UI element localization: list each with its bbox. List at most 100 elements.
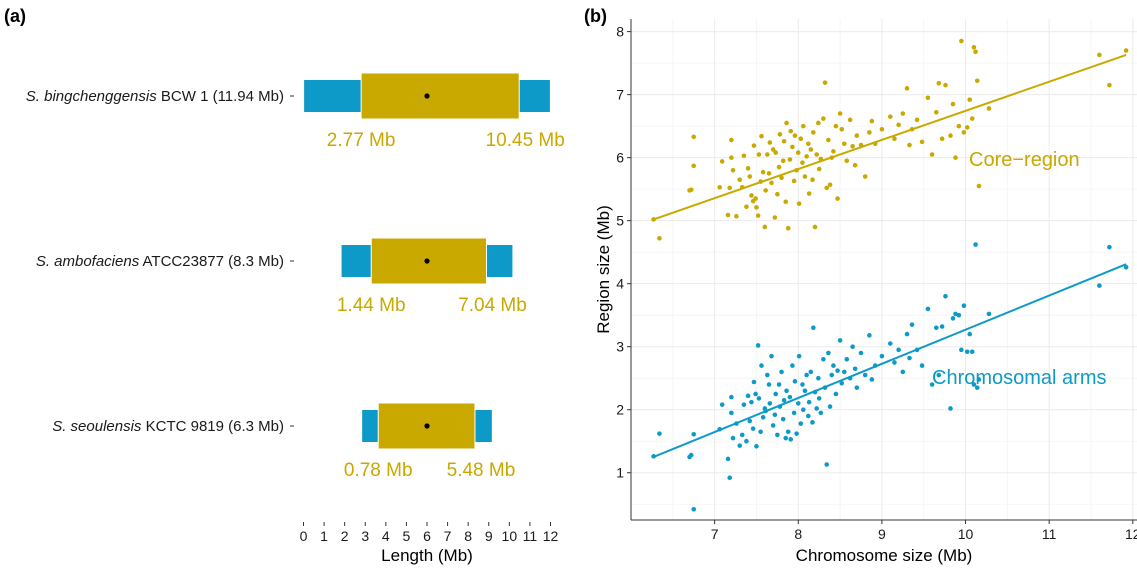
arms-point-113 bbox=[959, 347, 964, 353]
core-point-111 bbox=[953, 155, 958, 160]
core-point-44 bbox=[781, 138, 787, 144]
arms-point-107 bbox=[939, 324, 945, 329]
a-x-tick-label-0: 0 bbox=[300, 528, 308, 544]
arms-point-55 bbox=[796, 353, 802, 359]
core-point-86 bbox=[852, 162, 858, 168]
arms-point-20 bbox=[749, 399, 754, 405]
core-point-60 bbox=[804, 154, 809, 159]
arms-point-100 bbox=[909, 322, 915, 327]
core-point-75 bbox=[827, 182, 833, 188]
core-point-77 bbox=[831, 149, 836, 154]
core-point-71 bbox=[821, 116, 826, 121]
core-point-80 bbox=[837, 111, 843, 116]
arms-point-102 bbox=[919, 363, 925, 368]
center-dot-1 bbox=[424, 258, 430, 264]
arms-point-65 bbox=[811, 325, 816, 331]
a-x-tick-label-8: 8 bbox=[464, 528, 472, 544]
core-point-11 bbox=[729, 155, 734, 160]
core-point-89 bbox=[862, 174, 868, 179]
core-point-119 bbox=[973, 49, 978, 55]
y-tick-label-6: 7 bbox=[616, 87, 624, 103]
arms-point-39 bbox=[775, 432, 780, 438]
right-arm-bar-1 bbox=[486, 245, 513, 277]
core-start-label-1: 1.44 Mb bbox=[337, 295, 406, 316]
core-point-97 bbox=[900, 111, 906, 116]
arms-point-38 bbox=[773, 391, 778, 397]
y-tick-label-1: 2 bbox=[616, 402, 624, 418]
arms-point-8 bbox=[725, 456, 731, 462]
arms-point-63 bbox=[808, 369, 814, 375]
core-point-48 bbox=[787, 157, 793, 162]
core-point-85 bbox=[850, 143, 855, 149]
core-point-106 bbox=[936, 80, 942, 86]
core-point-64 bbox=[810, 177, 815, 182]
arms-point-22 bbox=[751, 379, 757, 385]
y-tick-label-7: 8 bbox=[616, 24, 624, 40]
arms-point-114 bbox=[961, 303, 967, 309]
arms-point-56 bbox=[798, 421, 804, 426]
core-point-105 bbox=[933, 109, 939, 115]
arms-point-42 bbox=[779, 369, 784, 375]
arms-point-24 bbox=[754, 443, 759, 449]
arms-point-87 bbox=[854, 385, 860, 390]
a-x-tick-label-7: 7 bbox=[444, 528, 452, 544]
x-tick-label-2: 9 bbox=[878, 526, 886, 542]
arms-point-9 bbox=[727, 475, 732, 481]
core-point-24 bbox=[754, 205, 759, 210]
core-point-52 bbox=[792, 133, 798, 138]
left-arm-bar-2 bbox=[362, 410, 379, 442]
arms-point-59 bbox=[802, 388, 808, 394]
arms-point-106 bbox=[936, 372, 942, 378]
core-point-95 bbox=[892, 136, 897, 142]
core-point-33 bbox=[766, 171, 772, 176]
arms-point-62 bbox=[806, 399, 812, 405]
arms-point-124 bbox=[1107, 244, 1112, 250]
core-region-bar-0 bbox=[360, 72, 520, 120]
arms-point-52 bbox=[792, 379, 798, 384]
species-info-2: KCTC 9819 (6.3 Mb) bbox=[141, 418, 284, 435]
core-point-117 bbox=[969, 116, 975, 121]
core-end-label-1: 7.04 Mb bbox=[458, 295, 527, 316]
y-tick-label-0: 1 bbox=[616, 465, 624, 481]
core-point-66 bbox=[812, 224, 818, 230]
core-point-9 bbox=[727, 185, 732, 191]
core-point-102 bbox=[919, 139, 925, 145]
a-x-tick-label-4: 4 bbox=[382, 528, 390, 544]
arms-point-85 bbox=[850, 344, 855, 349]
core-point-124 bbox=[1107, 82, 1112, 88]
arms-point-23 bbox=[753, 391, 758, 397]
core-point-103 bbox=[925, 95, 931, 101]
core-point-3 bbox=[688, 187, 694, 193]
core-point-58 bbox=[800, 123, 806, 129]
arms-point-91 bbox=[869, 377, 875, 382]
arms-point-103 bbox=[925, 306, 931, 312]
arms-point-1 bbox=[657, 431, 662, 436]
core-point-122 bbox=[986, 106, 992, 111]
arms-point-25 bbox=[755, 343, 761, 348]
arms-point-36 bbox=[770, 423, 776, 428]
arms-point-82 bbox=[841, 369, 847, 375]
arms-point-28 bbox=[759, 363, 764, 368]
a-x-tick-label-1: 1 bbox=[320, 528, 328, 544]
core-point-109 bbox=[948, 133, 953, 138]
a-x-tick-label-10: 10 bbox=[502, 528, 518, 544]
arms-point-16 bbox=[741, 402, 747, 407]
panel-a-label: (a) bbox=[4, 6, 26, 26]
x-tick-label-1: 8 bbox=[794, 526, 802, 542]
arms-point-116 bbox=[967, 331, 973, 337]
y-tick-label-3: 4 bbox=[616, 276, 624, 292]
arms-point-96 bbox=[896, 347, 901, 353]
core-point-104 bbox=[929, 152, 935, 157]
arms-point-89 bbox=[862, 372, 868, 378]
arms-point-117 bbox=[969, 349, 975, 355]
core-end-label-0: 10.45 Mb bbox=[486, 130, 565, 151]
arms-point-47 bbox=[785, 429, 791, 435]
species-name-2: S. seoulensis bbox=[52, 418, 142, 435]
core-point-32 bbox=[765, 152, 770, 157]
species-label-2: S. seoulensis KCTC 9819 (6.3 Mb) bbox=[52, 418, 284, 435]
core-point-114 bbox=[961, 130, 967, 135]
core-point-34 bbox=[767, 140, 773, 145]
center-dot-2 bbox=[424, 423, 430, 429]
core-point-68 bbox=[816, 120, 821, 126]
